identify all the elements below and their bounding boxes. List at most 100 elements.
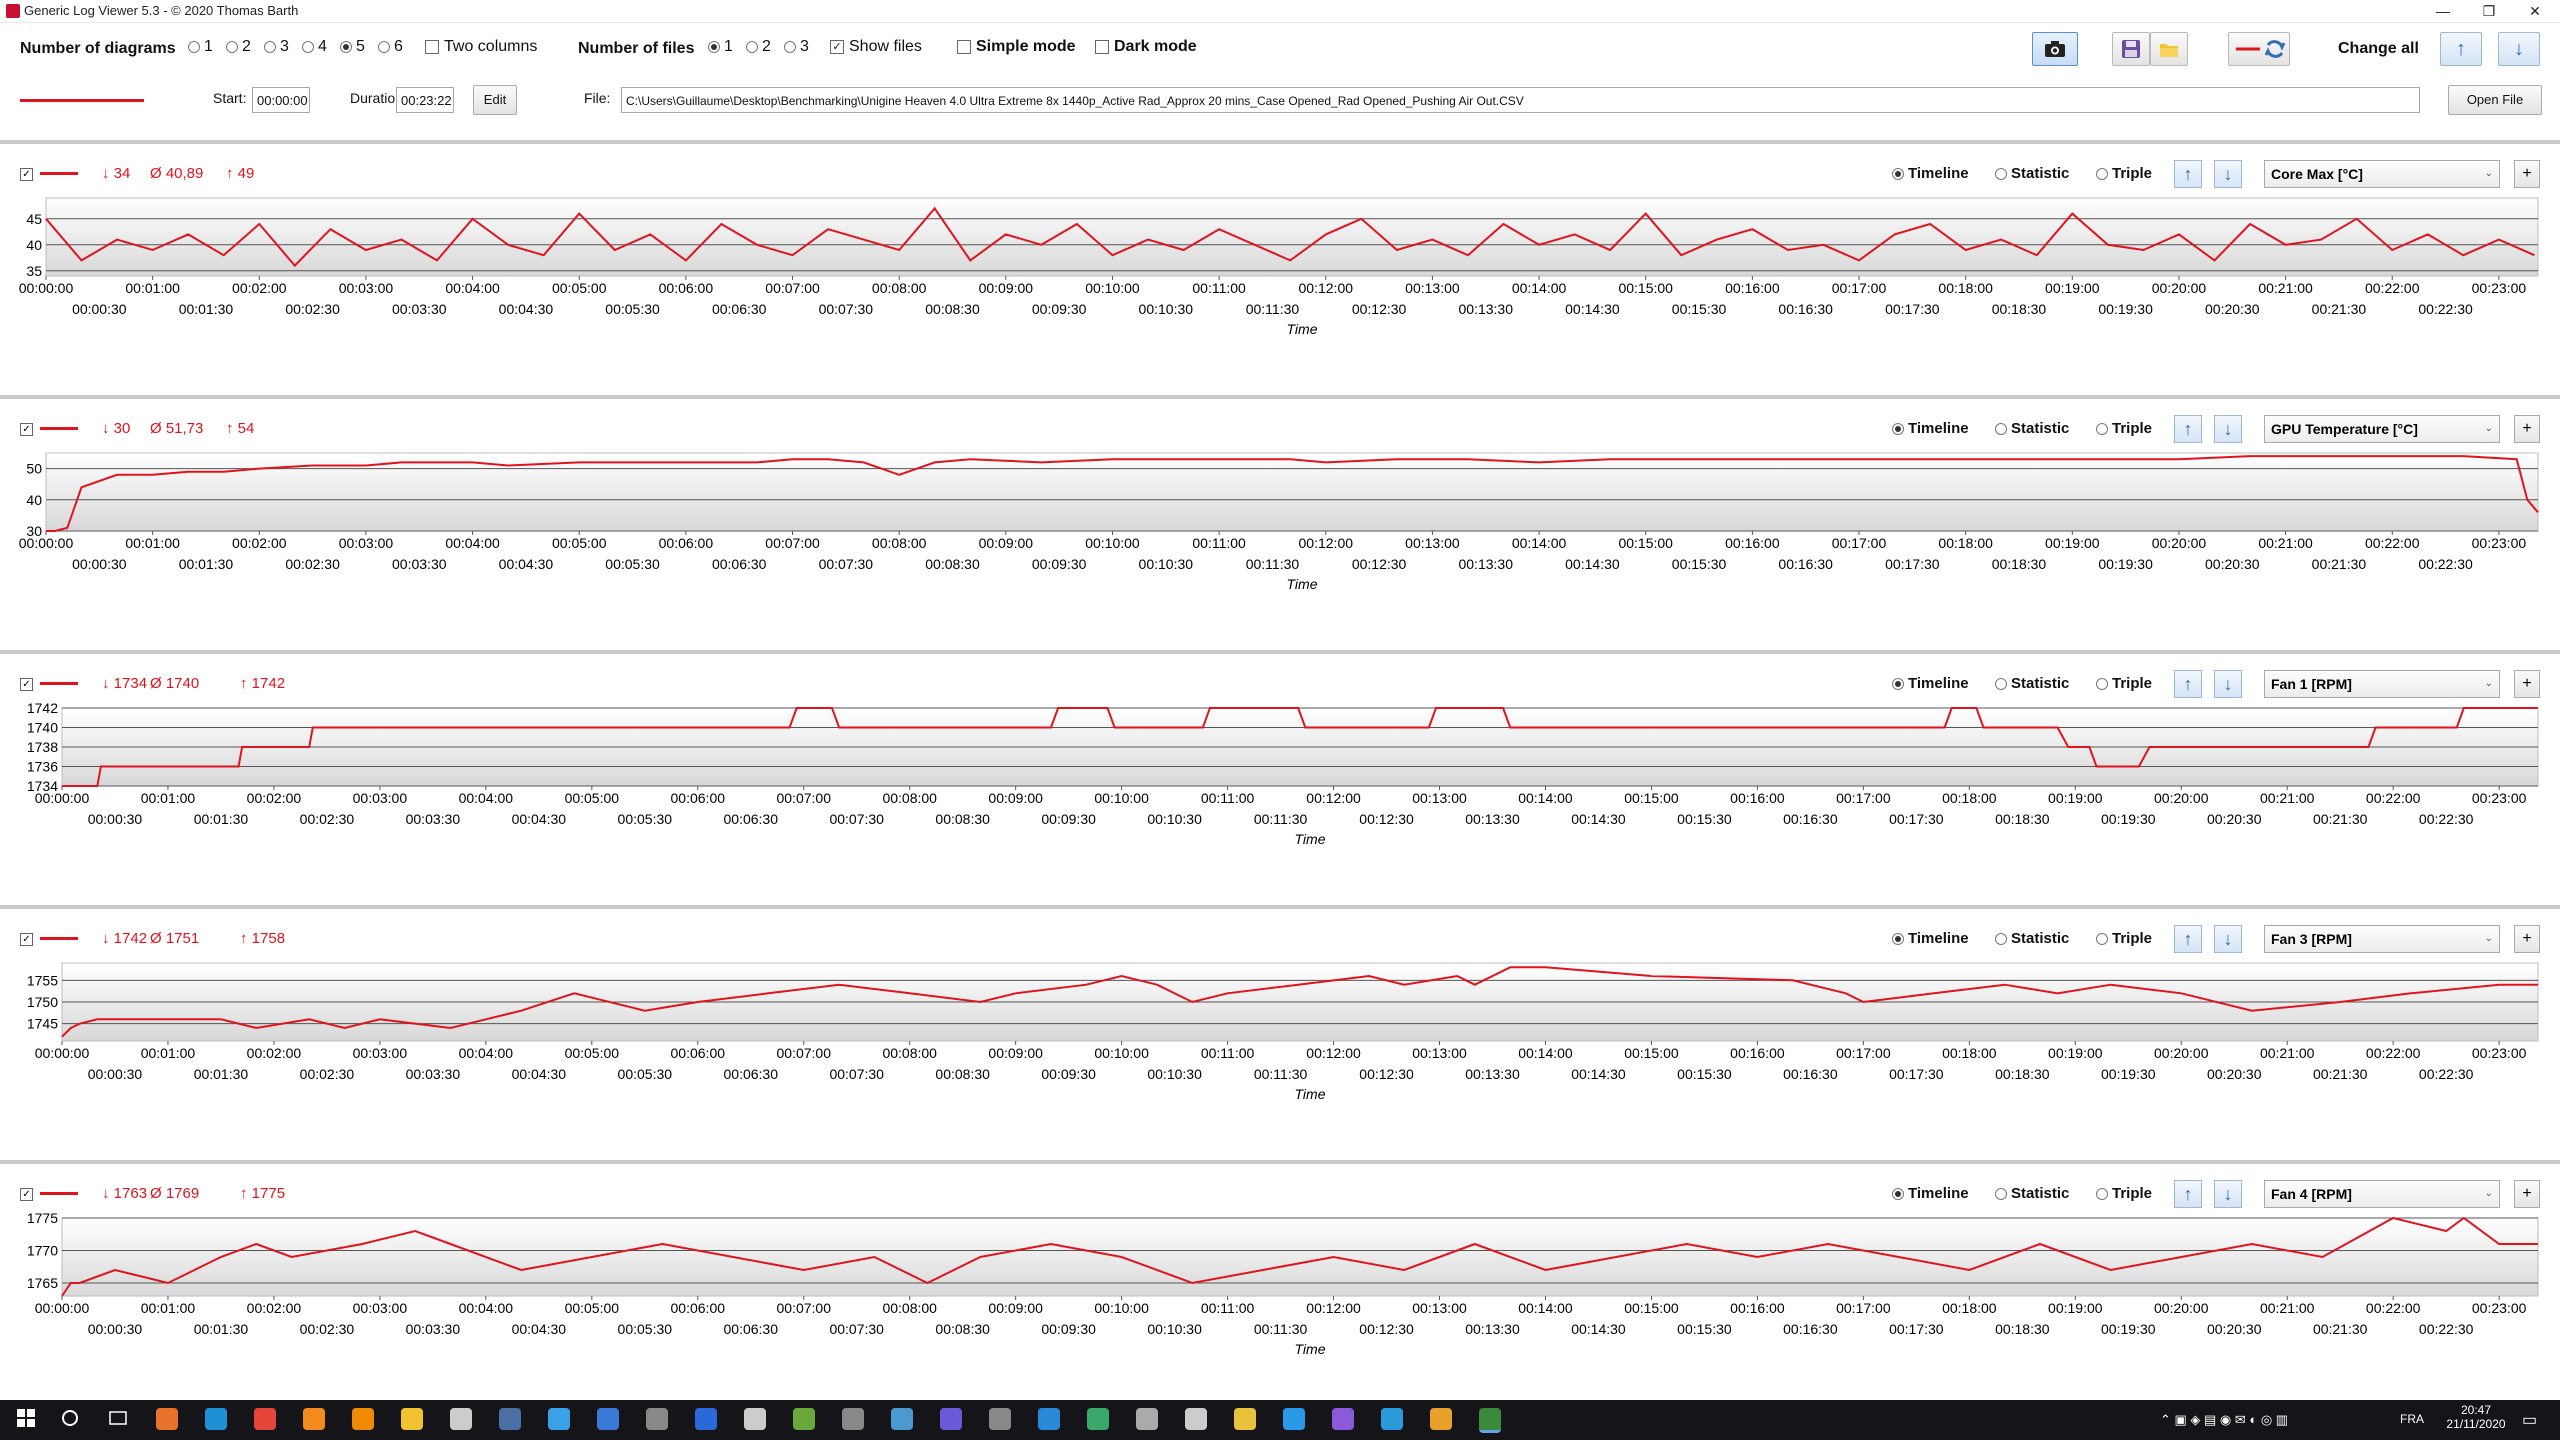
close-button[interactable]: ✕ [2529,2,2541,19]
timeline-radio[interactable]: Timeline [1892,1185,1969,1202]
app-orange-icon[interactable] [156,1408,178,1430]
sensor-select[interactable]: Core Max [°C] ⌄ [2264,160,2500,188]
file-explorer-icon[interactable] [401,1408,423,1430]
diagrams-radio-3[interactable]: 3 [264,38,289,56]
app-tool-icon[interactable] [989,1408,1011,1430]
panel-separator[interactable] [0,140,2560,144]
add-series-button[interactable]: + [2514,925,2540,953]
maximize-button[interactable]: ❐ [2482,2,2496,19]
duration-input[interactable]: 00:23:22 [396,87,454,113]
dark-mode-checkbox[interactable]: Dark mode [1095,38,1197,56]
app-scissors-icon[interactable] [1136,1408,1158,1430]
minimize-button[interactable]: — [2436,3,2450,19]
sensor-select[interactable]: Fan 1 [RPM] ⌄ [2264,670,2500,698]
series-visible-checkbox[interactable]: ✓ [20,166,38,184]
language-indicator[interactable]: FRA [2400,1412,2424,1426]
app-arrow-icon[interactable] [1430,1408,1452,1430]
files-radio-3[interactable]: 3 [784,38,809,56]
steam-icon[interactable] [499,1408,521,1430]
statistic-radio[interactable]: Statistic [1995,1185,2069,1202]
diagrams-radio-4[interactable]: 4 [302,38,327,56]
folder-button[interactable] [2150,32,2188,66]
panel-separator[interactable] [0,650,2560,654]
move-down-button[interactable]: ↓ [2214,160,2242,188]
app-map-icon[interactable] [891,1408,913,1430]
chart-plot[interactable]: 1734 1736 1738 1740 1742 00:00:00 00:01:00 00:0… [0,700,2560,900]
statistic-radio[interactable]: Statistic [1995,420,2069,437]
chart-plot[interactable]: 1765 1770 1775 00:00:00 00:01:00 00:02:00 00:0… [0,1210,2560,1410]
panel-separator[interactable] [0,395,2560,399]
app-blue-circle-icon[interactable] [548,1408,570,1430]
visual-studio-icon[interactable] [1332,1408,1354,1430]
chart-plot[interactable]: 30 40 50 00:00:00 00:01:00 00:02:00 00:03:00 00… [0,445,2560,645]
statistic-radio[interactable]: Statistic [1995,675,2069,692]
move-up-button[interactable]: ↑ [2174,925,2202,953]
app-doc-icon[interactable] [597,1408,619,1430]
app-gear-icon[interactable] [842,1408,864,1430]
sync-button[interactable] [2228,32,2290,66]
app-green-icon[interactable] [793,1408,815,1430]
edit-button[interactable]: Edit [473,85,517,115]
change-all-down-button[interactable]: ↓ [2498,32,2540,66]
series-visible-checkbox[interactable]: ✓ [20,931,38,949]
app-disc-icon[interactable] [744,1408,766,1430]
start-input[interactable]: 00:00:00 [252,87,310,113]
screenshot-button[interactable] [2032,32,2078,66]
timeline-radio[interactable]: Timeline [1892,675,1969,692]
terminal-app-icon[interactable] [450,1408,472,1430]
statistic-radio[interactable]: Statistic [1995,930,2069,947]
app-whatsapp-icon[interactable] [1087,1408,1109,1430]
file-path-input[interactable]: C:\Users\Guillaume\Desktop\Benchmarking\… [621,87,2420,113]
triple-radio[interactable]: Triple [2096,420,2152,437]
sensor-select[interactable]: Fan 4 [RPM] ⌄ [2264,1180,2500,1208]
move-down-button[interactable]: ↓ [2214,925,2242,953]
app-chat-icon[interactable] [695,1408,717,1430]
move-down-button[interactable]: ↓ [2214,670,2242,698]
app-globe-icon[interactable] [1381,1408,1403,1430]
diagrams-radio-6[interactable]: 6 [378,38,403,56]
move-up-button[interactable]: ↑ [2174,415,2202,443]
chart-plot[interactable]: 35 40 45 00:00:00 00:01:00 00:02:00 00:03:00 00… [0,190,2560,390]
app-active-icon[interactable] [1479,1408,1501,1433]
triple-radio[interactable]: Triple [2096,1185,2152,1202]
move-down-button[interactable]: ↓ [2214,1180,2242,1208]
app-diamond-icon[interactable] [1234,1408,1256,1430]
timeline-radio[interactable]: Timeline [1892,930,1969,947]
show-files-checkbox[interactable]: ✓ Show files [830,38,922,56]
vscode-icon[interactable] [1283,1408,1305,1430]
simple-mode-checkbox[interactable]: Simple mode [957,38,1076,56]
files-radio-2[interactable]: 2 [746,38,771,56]
move-up-button[interactable]: ↑ [2174,670,2202,698]
diagrams-radio-2[interactable]: 2 [226,38,251,56]
triple-radio[interactable]: Triple [2096,930,2152,947]
panel-separator[interactable] [0,1160,2560,1164]
diagrams-radio-1[interactable]: 1 [188,38,213,56]
add-series-button[interactable]: + [2514,160,2540,188]
triple-radio[interactable]: Triple [2096,675,2152,692]
timeline-radio[interactable]: Timeline [1892,165,1969,182]
move-down-button[interactable]: ↓ [2214,415,2242,443]
sensor-select[interactable]: GPU Temperature [°C] ⌄ [2264,415,2500,443]
firefox-icon[interactable] [303,1408,325,1430]
save-button[interactable] [2112,32,2150,66]
app-purple-icon[interactable] [940,1408,962,1430]
add-series-button[interactable]: + [2514,415,2540,443]
series-visible-checkbox[interactable]: ✓ [20,1186,38,1204]
app-terminal-icon[interactable] [646,1408,668,1430]
tray-icons[interactable]: ⌃ ▣ ◈ ▤ ◉ ✉ ◐ ◎ ▥ [2160,1412,2289,1427]
edge-icon[interactable] [205,1408,227,1430]
clock[interactable]: 20:47 21/11/2020 [2436,1403,2516,1431]
add-series-button[interactable]: + [2514,670,2540,698]
series-visible-checkbox[interactable]: ✓ [20,676,38,694]
diagrams-radio-5[interactable]: 5 [340,38,365,56]
search-icon[interactable] [60,1408,82,1430]
app-blue2-icon[interactable] [1038,1408,1060,1430]
vlc-icon[interactable] [352,1408,374,1430]
panel-separator[interactable] [0,905,2560,909]
move-up-button[interactable]: ↑ [2174,160,2202,188]
series-visible-checkbox[interactable]: ✓ [20,421,38,439]
app-paint-icon[interactable] [1185,1408,1207,1430]
files-radio-1[interactable]: 1 [708,38,733,56]
windows-start-icon[interactable] [16,1408,38,1430]
sensor-select[interactable]: Fan 3 [RPM] ⌄ [2264,925,2500,953]
